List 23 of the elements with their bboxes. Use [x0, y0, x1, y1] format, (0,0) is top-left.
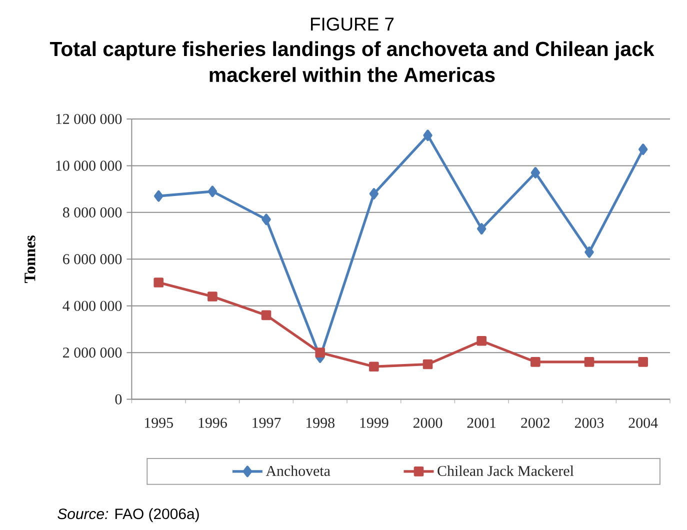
text: Source: FAO (2006a) [58, 508, 199, 522]
x-tick-label: 1995 [144, 418, 173, 428]
x-tick-label: 1996 [198, 418, 227, 428]
y-tick-label: 8 000 000 [62, 207, 122, 218]
y-axis-title: Tonnes [24, 235, 36, 283]
legend-label: Chilean Jack Mackerel [438, 465, 574, 476]
chart-subtitle: FIGURE 7 [311, 18, 394, 31]
x-tick-label: 2002 [521, 418, 550, 428]
x-tick-label: 1998 [306, 418, 334, 428]
x-tick-label: 1997 [252, 418, 281, 428]
chart-title: Total capture fisheries landings of anchoveta and Chilean jack mackerel within the Americas [50, 41, 654, 82]
legend-label: Anchoveta [266, 465, 330, 476]
x-tick-label: 2004 [628, 418, 658, 428]
x-tick-label: 1999 [360, 418, 388, 428]
y-tick-label: 4 000 000 [62, 300, 122, 311]
y-tick-label: 10 000 000 [56, 160, 122, 171]
y-tick-label: 6 000 000 [63, 254, 122, 264]
y-tick-label: 0 [115, 394, 122, 404]
x-tick-label: 2001 [467, 418, 496, 428]
x-tick-label: 2000 [413, 418, 442, 428]
x-tick-label: 2003 [574, 418, 604, 428]
y-tick-label: 2 000 000 [63, 348, 122, 358]
y-tick-label: 12 000 000 [56, 114, 122, 124]
